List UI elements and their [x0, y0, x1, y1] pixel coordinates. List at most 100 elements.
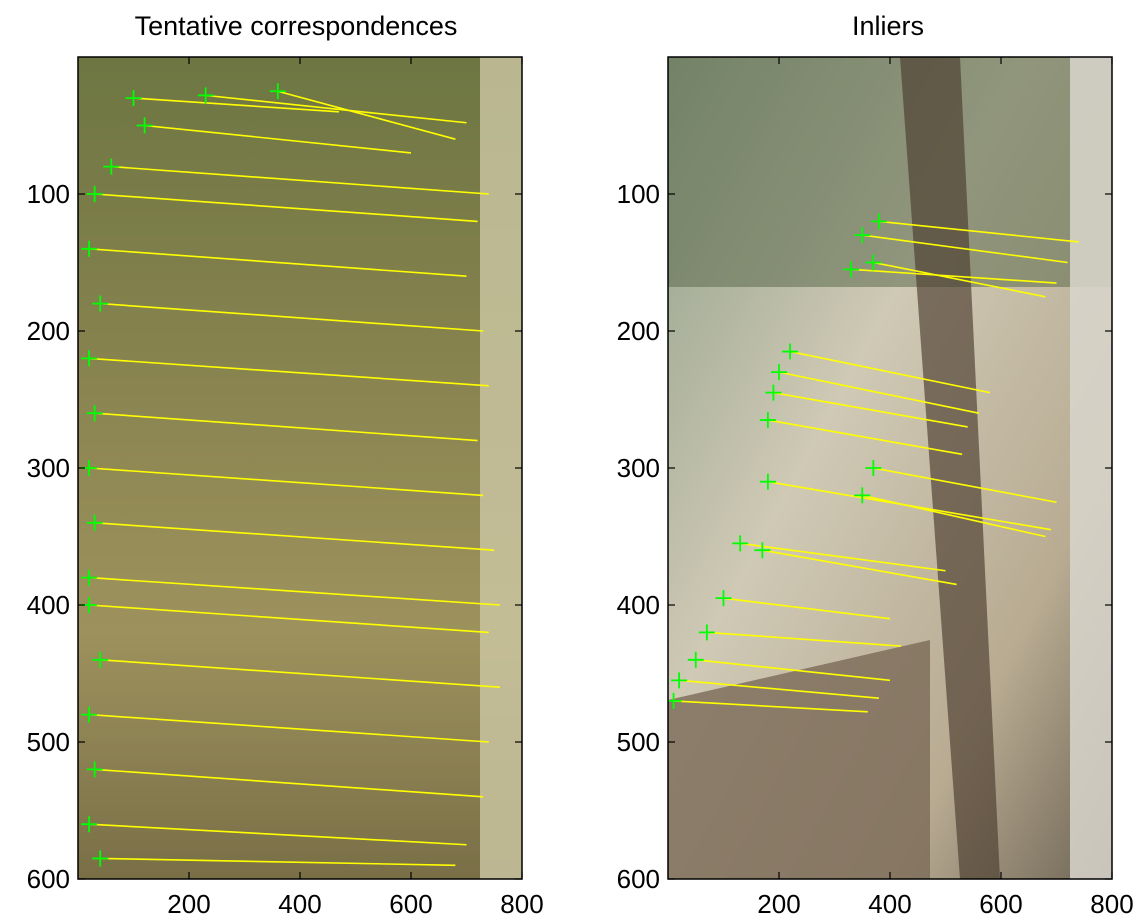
match-line-right-2 — [851, 268, 1057, 284]
match-line-left-14 — [100, 659, 500, 688]
match-line-right-6 — [773, 391, 968, 428]
match-line-left-13 — [89, 604, 489, 634]
keypoint-marker-right-10 — [854, 487, 871, 504]
match-line-left-3 — [144, 124, 412, 154]
keypoint-marker-left-16 — [86, 761, 103, 778]
ytick-label-left-300: 300 — [27, 453, 70, 483]
xtick-label-left-400: 400 — [278, 889, 321, 919]
keypoint-marker-left-1 — [197, 87, 214, 104]
matches-right — [668, 213, 1079, 713]
match-line-left-16 — [94, 768, 484, 798]
match-line-left-5 — [94, 193, 478, 223]
keypoint-marker-right-7 — [759, 412, 776, 429]
match-line-left-15 — [89, 713, 489, 743]
title-left: Tentative correspondences — [135, 11, 458, 41]
match-line-left-1 — [205, 94, 467, 124]
match-line-left-6 — [89, 248, 467, 277]
keypoint-marker-left-0 — [125, 90, 142, 107]
xtick-label-left-600: 600 — [389, 889, 432, 919]
keypoint-marker-left-11 — [86, 514, 103, 531]
match-line-left-18 — [100, 857, 456, 867]
keypoint-marker-right-15 — [687, 651, 704, 668]
ytick-label-left-600: 600 — [27, 864, 70, 894]
match-line-left-0 — [133, 97, 339, 113]
ytick-label-right-400: 400 — [617, 590, 660, 620]
match-line-right-8 — [873, 467, 1057, 504]
match-line-right-4 — [789, 350, 991, 394]
panel-left: Tentative correspondences 100 200 300 400 50… — [27, 11, 544, 919]
ytick-label-right-500: 500 — [617, 727, 660, 757]
match-line-right-3 — [873, 261, 1046, 298]
keypoint-marker-left-4 — [103, 158, 120, 175]
match-line-right-16 — [679, 679, 879, 699]
keypoint-marker-right-13 — [715, 590, 732, 607]
xtick-label-right-600: 600 — [979, 889, 1022, 919]
match-line-right-15 — [695, 659, 891, 682]
keypoint-marker-right-9 — [759, 473, 776, 490]
match-line-left-12 — [89, 576, 500, 606]
match-line-right-5 — [778, 371, 979, 414]
keypoint-marker-left-15 — [81, 706, 98, 723]
keypoint-marker-right-5 — [771, 364, 787, 381]
keypoint-marker-right-12 — [754, 542, 771, 559]
keypoint-marker-left-9 — [86, 405, 103, 422]
match-line-right-0 — [878, 220, 1079, 243]
keypoint-marker-left-17 — [81, 816, 98, 833]
photo-right — [668, 57, 1112, 879]
ytick-label-left-100: 100 — [27, 179, 70, 209]
match-line-left-4 — [111, 165, 489, 195]
xtick-label-right-400: 400 — [868, 889, 911, 919]
panel-right: Inliers 100 200 300 400 500 600 200 400 600 800 — [617, 11, 1134, 919]
keypoint-marker-right-8 — [865, 460, 882, 476]
keypoint-marker-right-16 — [671, 672, 688, 689]
match-line-right-1 — [862, 234, 1068, 264]
match-line-right-11 — [740, 542, 946, 572]
keypoint-marker-left-12 — [81, 569, 98, 586]
keypoint-marker-left-8 — [81, 350, 98, 367]
matches-left — [81, 83, 500, 867]
ticks-right: 100 200 300 400 500 600 200 400 600 800 — [617, 57, 1134, 919]
keypoint-marker-right-11 — [732, 535, 749, 552]
keypoint-marker-right-2 — [843, 261, 860, 278]
ytick-label-left-400: 400 — [27, 590, 70, 620]
keypoint-marker-left-7 — [92, 295, 109, 312]
keypoint-marker-left-5 — [86, 186, 103, 202]
keypoint-marker-left-3 — [136, 117, 153, 134]
keypoint-marker-right-14 — [698, 624, 715, 641]
ytick-label-left-200: 200 — [27, 316, 70, 346]
keypoint-marker-left-14 — [92, 651, 109, 668]
xtick-label-left-800: 800 — [500, 889, 543, 919]
match-line-right-17 — [673, 700, 868, 713]
keypoint-marker-right-1 — [854, 227, 871, 244]
keypoint-marker-right-0 — [870, 213, 887, 230]
keypoint-marker-left-6 — [81, 240, 98, 257]
match-line-left-11 — [94, 522, 495, 551]
xtick-label-left-200: 200 — [167, 889, 210, 919]
ticks-left: 100 200 300 400 500 600 200 400 600 800 — [27, 57, 544, 919]
match-line-right-7 — [767, 419, 963, 456]
ytick-label-right-600: 600 — [617, 864, 660, 894]
title-right: Inliers — [852, 11, 924, 41]
keypoint-marker-left-2 — [269, 83, 286, 100]
match-line-left-8 — [89, 357, 489, 387]
match-line-left-9 — [94, 412, 478, 442]
match-line-left-17 — [89, 823, 467, 846]
match-line-right-13 — [723, 597, 891, 620]
xtick-label-right-200: 200 — [757, 889, 800, 919]
ytick-label-right-300: 300 — [617, 453, 660, 483]
keypoint-marker-right-4 — [782, 343, 799, 360]
match-line-left-10 — [89, 467, 484, 497]
match-line-left-2 — [277, 90, 456, 140]
keypoint-marker-right-6 — [765, 384, 782, 401]
match-line-right-14 — [706, 631, 902, 647]
ytick-label-right-200: 200 — [617, 316, 660, 346]
xtick-label-right-800: 800 — [1090, 889, 1133, 919]
match-line-left-7 — [100, 302, 484, 332]
ytick-label-right-100: 100 — [617, 179, 660, 209]
keypoint-marker-right-3 — [865, 254, 882, 271]
ytick-label-left-500: 500 — [27, 727, 70, 757]
match-line-right-10 — [862, 494, 1046, 538]
match-line-right-12 — [762, 549, 957, 586]
keypoint-marker-left-18 — [92, 850, 109, 867]
